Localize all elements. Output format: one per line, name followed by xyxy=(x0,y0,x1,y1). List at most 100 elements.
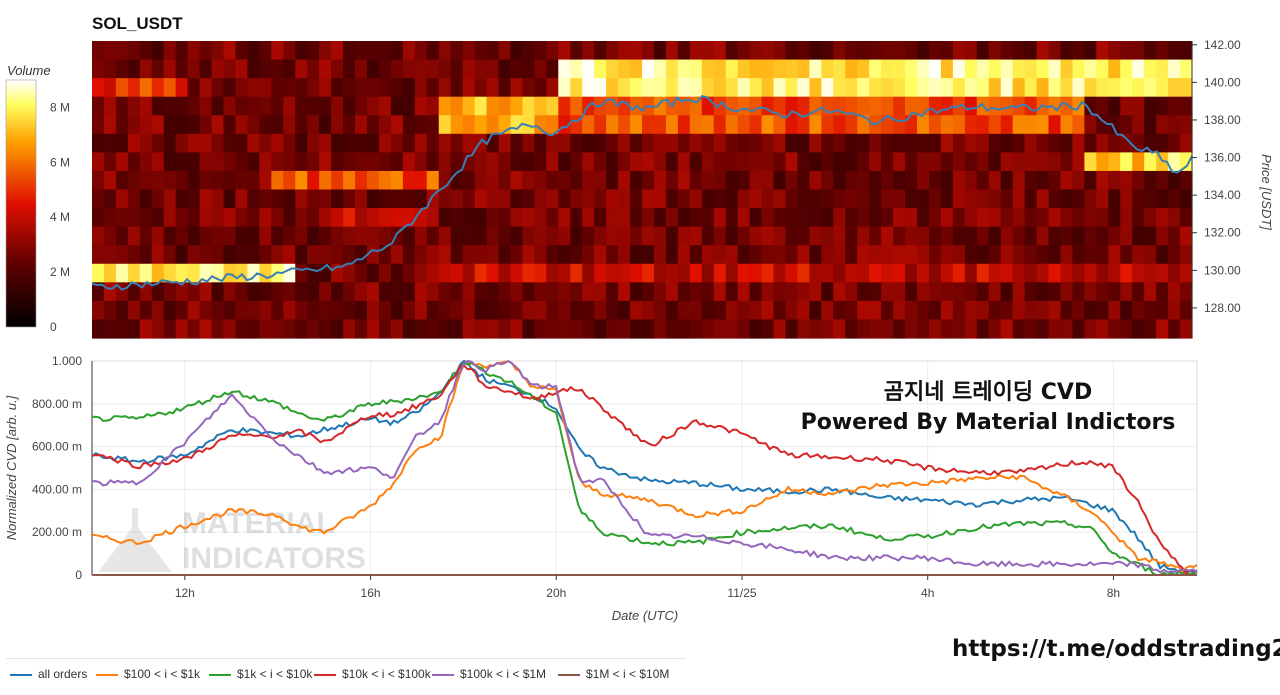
heat-cell xyxy=(486,245,500,265)
heat-cell xyxy=(367,170,380,191)
heat-cell xyxy=(1180,78,1193,98)
heat-cell xyxy=(510,115,524,135)
heat-cell xyxy=(450,41,464,61)
legend-item[interactable]: $100 < i < $1k xyxy=(96,667,200,681)
heat-cell xyxy=(343,152,356,172)
heat-cell xyxy=(869,208,882,228)
price-tick-label: 138.00 xyxy=(1204,113,1241,127)
heat-cell xyxy=(450,208,464,228)
legend-item[interactable]: $100k < i < $1M xyxy=(432,667,546,681)
heat-cell xyxy=(235,152,249,172)
legend-item[interactable]: $1k < i < $10k xyxy=(209,667,312,681)
heat-cell xyxy=(151,115,165,135)
heat-cell xyxy=(1096,245,1109,265)
heat-cell xyxy=(677,41,691,61)
heat-cell xyxy=(785,300,799,321)
heat-cell xyxy=(582,263,595,283)
heat-cell xyxy=(1156,41,1169,61)
heat-cell xyxy=(1144,319,1157,339)
heat-cell xyxy=(857,96,870,116)
heat-cell xyxy=(343,189,356,209)
heat-cell xyxy=(893,133,906,153)
heat-cell xyxy=(749,208,763,228)
heat-cell xyxy=(570,226,583,246)
heat-cell xyxy=(773,300,787,321)
heat-cell xyxy=(833,41,846,61)
heat-cell xyxy=(223,170,237,191)
heat-cell xyxy=(1144,189,1157,209)
heat-cell xyxy=(653,170,667,191)
heat-cell xyxy=(749,226,763,246)
heat-cell xyxy=(594,115,607,135)
heat-cell xyxy=(438,319,452,339)
heat-cell xyxy=(522,41,535,61)
heat-cell xyxy=(378,300,392,321)
heat-cell xyxy=(378,133,392,153)
heat-cell xyxy=(881,133,894,153)
heat-cell xyxy=(642,300,655,321)
heat-cell xyxy=(1168,41,1181,61)
heat-cell xyxy=(1000,78,1014,98)
heat-cell xyxy=(1096,263,1109,283)
heat-cell xyxy=(259,208,272,228)
heat-cell xyxy=(295,319,308,339)
heat-cell xyxy=(426,208,440,228)
heat-cell xyxy=(952,170,966,191)
heat-cell xyxy=(522,152,535,172)
heat-cell xyxy=(582,59,595,79)
legend-item[interactable]: $10k < i < $100k xyxy=(314,667,431,681)
heat-cell xyxy=(821,300,834,321)
heat-cell xyxy=(881,59,894,79)
heat-cell xyxy=(271,59,284,79)
heat-cell xyxy=(486,78,500,98)
heat-cell xyxy=(833,59,846,79)
legend-item[interactable]: all orders xyxy=(10,667,87,681)
heat-cell xyxy=(630,208,643,228)
heat-cell xyxy=(773,96,787,116)
telegram-link[interactable]: https://t.me/oddstrading2 xyxy=(952,636,1280,662)
heat-cell xyxy=(223,319,237,339)
heat-cell xyxy=(235,282,249,302)
heat-cell xyxy=(92,263,105,283)
heat-cell xyxy=(426,96,440,116)
legend-item[interactable]: $1M < i < $10M xyxy=(558,667,669,681)
heat-cell xyxy=(713,208,727,228)
heat-cell xyxy=(402,300,416,321)
heat-cell xyxy=(510,189,524,209)
heat-cell xyxy=(737,226,751,246)
legend-label: $100 < i < $1k xyxy=(124,667,201,681)
heat-cell xyxy=(546,263,559,283)
heat-cell xyxy=(857,59,870,79)
heat-cell xyxy=(713,189,727,209)
heat-cell xyxy=(976,226,990,246)
heat-cell xyxy=(582,319,595,339)
heat-cell xyxy=(450,282,464,302)
heat-cell xyxy=(869,59,882,79)
heat-cell xyxy=(546,152,559,172)
heat-cell xyxy=(1024,189,1038,209)
heat-cell xyxy=(187,41,201,61)
heat-cell xyxy=(355,115,368,135)
heat-cell xyxy=(283,208,296,228)
heat-cell xyxy=(665,226,679,246)
heat-cell xyxy=(1168,263,1181,283)
heat-cell xyxy=(1120,208,1133,228)
heat-cell xyxy=(1168,78,1181,98)
heat-cell xyxy=(319,208,332,228)
heat-cell xyxy=(546,245,559,265)
heat-cell xyxy=(163,41,177,61)
heat-cell xyxy=(163,189,177,209)
heat-cell xyxy=(809,226,822,246)
heat-cell xyxy=(414,263,428,283)
heat-cell xyxy=(905,226,918,246)
heat-cell xyxy=(331,59,344,79)
heat-cell xyxy=(713,226,727,246)
heat-cell xyxy=(390,78,404,98)
heat-cell xyxy=(773,208,787,228)
heat-cell xyxy=(701,41,715,61)
heat-cell xyxy=(211,189,225,209)
heat-cell xyxy=(558,152,571,172)
heat-cell xyxy=(319,115,332,135)
cvd-x-tick-label: 8h xyxy=(1107,586,1120,600)
heat-cell xyxy=(211,226,225,246)
